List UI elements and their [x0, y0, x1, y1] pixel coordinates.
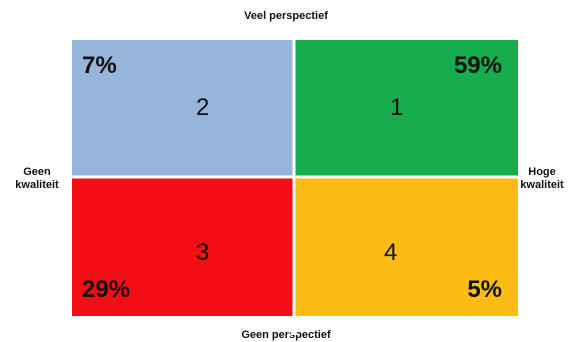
quadrant-1-percentage: 59% [453, 52, 502, 79]
quadrant-3-number: 3 [196, 239, 210, 266]
quadrant-4-percentage: 5% [467, 276, 502, 303]
axis-label-right: Hoge kwaliteit [520, 166, 564, 191]
axis-label-top: Veel perspectief [244, 10, 328, 22]
quadrant-1-number: 1 [390, 94, 404, 121]
quadrant-1: 59% 1 [294, 40, 518, 177]
quadrant-2-percentage: 7% [82, 52, 117, 79]
quadrant-2-number: 2 [196, 94, 210, 121]
quadrant-4: 4 5% [294, 177, 518, 316]
axis-label-bottom: Geen perspectief [241, 329, 331, 341]
quadrant-4-number: 4 [384, 239, 398, 266]
quadrant-3-percentage: 29% [82, 276, 131, 303]
quadrant-2: 7% 2 [72, 40, 294, 177]
quadrant-3: 3 29% [72, 177, 294, 316]
